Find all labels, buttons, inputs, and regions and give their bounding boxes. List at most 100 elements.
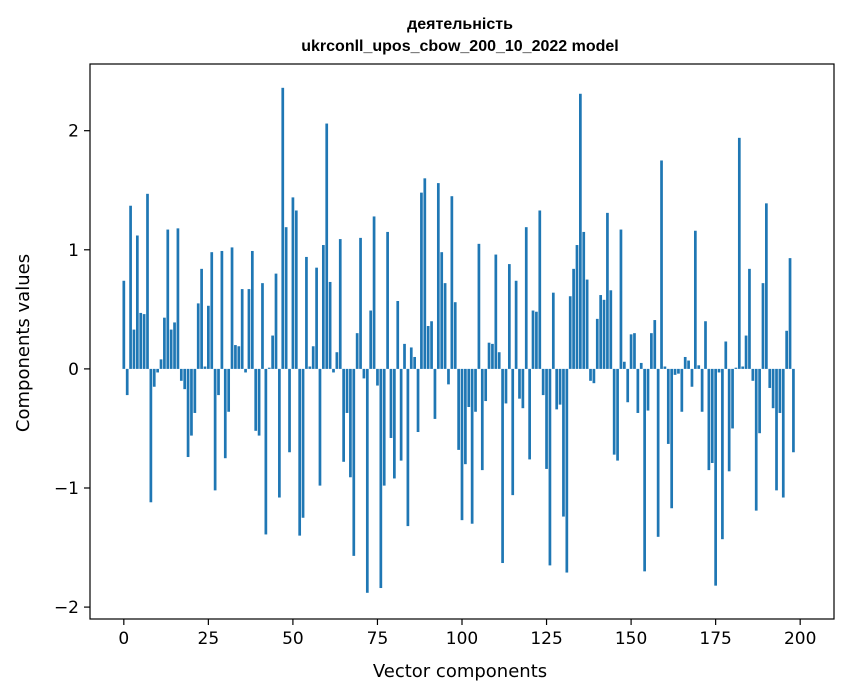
bar	[626, 368, 630, 403]
bar	[196, 303, 200, 369]
bar	[443, 283, 447, 369]
bar	[788, 258, 792, 369]
bar	[704, 321, 707, 369]
bar	[379, 368, 383, 589]
bar	[717, 368, 721, 373]
bar	[369, 310, 373, 369]
bar	[152, 368, 156, 387]
bar	[467, 368, 471, 407]
bar	[420, 192, 423, 369]
bar	[294, 210, 298, 369]
bar	[440, 252, 444, 369]
bar	[589, 368, 592, 381]
bar	[656, 368, 660, 537]
bar	[457, 368, 460, 450]
bar	[169, 329, 173, 369]
bar	[504, 368, 508, 404]
bar	[477, 243, 481, 369]
bar	[778, 368, 782, 413]
bar	[376, 368, 379, 386]
bar	[768, 368, 772, 388]
bar	[737, 137, 741, 369]
bar	[464, 368, 467, 465]
y-tick-label: 0	[68, 360, 79, 380]
bar	[714, 368, 717, 586]
y-tick-label: 1	[68, 241, 79, 261]
bar	[396, 301, 400, 369]
bar	[250, 250, 254, 369]
bar	[237, 346, 241, 369]
bar	[301, 368, 305, 518]
bar	[213, 368, 217, 491]
bar	[210, 252, 214, 369]
bar	[693, 230, 697, 369]
bar	[220, 250, 224, 369]
bar	[186, 368, 190, 458]
bar	[240, 289, 244, 369]
bar	[575, 245, 579, 369]
bar	[680, 368, 684, 412]
bar	[359, 237, 362, 369]
bar	[179, 368, 183, 381]
bar	[291, 197, 295, 369]
bar	[261, 283, 264, 369]
bar	[707, 368, 711, 471]
bar	[325, 123, 329, 369]
bar	[521, 368, 525, 409]
bar	[646, 368, 650, 411]
bar	[592, 368, 596, 384]
bar	[612, 368, 616, 455]
bar	[257, 368, 261, 436]
bar	[734, 367, 738, 369]
bar	[426, 326, 430, 369]
y-tick-label: 2	[68, 122, 79, 142]
bar	[565, 368, 569, 573]
bar	[792, 368, 795, 453]
bar	[629, 334, 633, 369]
x-tick-label: 150	[615, 629, 647, 649]
bar	[673, 368, 677, 375]
bar	[507, 264, 511, 369]
bar	[271, 335, 274, 369]
bar	[690, 368, 694, 387]
bar	[166, 229, 170, 369]
x-tick-label: 75	[367, 629, 389, 649]
bar	[474, 368, 477, 412]
bar	[142, 314, 146, 369]
bar	[156, 368, 159, 373]
bar	[176, 228, 180, 369]
bar	[386, 231, 389, 369]
bar	[234, 345, 237, 369]
bar	[633, 333, 636, 369]
bar	[393, 368, 396, 479]
bar	[321, 245, 325, 369]
bar	[595, 318, 599, 369]
bar	[217, 368, 220, 396]
x-tick-label: 25	[198, 629, 220, 649]
bar	[754, 368, 758, 511]
x-tick-label: 125	[530, 629, 562, 649]
bar	[582, 231, 586, 369]
bar	[342, 368, 345, 462]
bar	[660, 160, 663, 369]
bar	[244, 368, 247, 373]
bar	[409, 347, 413, 369]
bar	[355, 333, 359, 369]
bar	[643, 368, 646, 572]
bar	[514, 280, 518, 369]
bar	[352, 368, 356, 556]
bar	[345, 368, 349, 413]
bar	[710, 368, 714, 463]
bar	[413, 356, 417, 369]
bar	[284, 227, 288, 369]
bar	[139, 312, 143, 369]
bar	[765, 203, 768, 369]
bar	[541, 368, 545, 396]
bar	[535, 311, 538, 369]
y-tick-label: −1	[54, 479, 79, 499]
x-tick-label: 100	[446, 629, 478, 649]
bar	[453, 302, 457, 369]
bar	[670, 368, 674, 509]
bar	[125, 368, 129, 396]
